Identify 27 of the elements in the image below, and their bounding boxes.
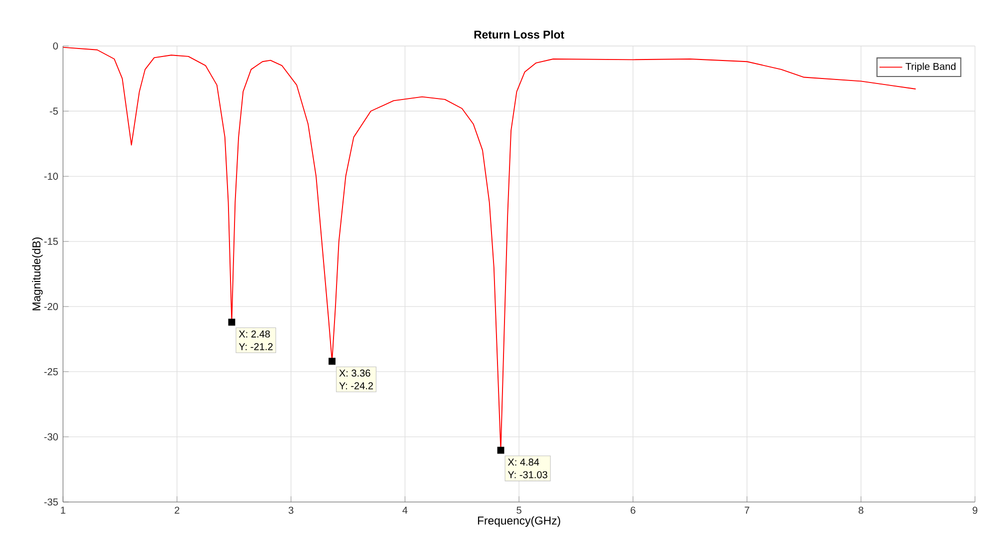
x-tick-label: 3 (288, 506, 294, 514)
x-tick-label: 7 (744, 506, 750, 514)
x-tick-label: 8 (858, 506, 864, 514)
y-axis-title: Magnitude(dB) (32, 238, 43, 310)
y-tick-label: -25 (44, 368, 58, 376)
annotation: Y: -31.03 (508, 471, 548, 478)
annotation: X: 2.48 (238, 330, 270, 338)
annotation: X: 4.84 (508, 458, 540, 466)
annotation: Y: -24.2 (339, 382, 373, 390)
y-tick-label: -15 (44, 238, 58, 245)
y-tick-label: -30 (44, 433, 58, 440)
x-tick-label: 6 (630, 506, 636, 514)
annotation: Y: -21.2 (238, 343, 273, 350)
y-tick-label: -5 (50, 108, 58, 115)
chart-title: Return Loss Plot (474, 30, 564, 39)
x-tick-label: 5 (516, 506, 522, 514)
annotation: X: 3.36 (339, 370, 370, 377)
x-tick-label: 9 (972, 506, 978, 514)
y-tick-label: -20 (44, 303, 58, 310)
legend-label: Triple Band (906, 62, 956, 72)
y-tick-label: 0 (53, 42, 58, 50)
x-tick-label: 4 (402, 506, 408, 514)
x-tick-label: 2 (174, 506, 180, 514)
y-tick-label: -35 (44, 498, 58, 506)
y-tick-label: -10 (44, 172, 58, 180)
x-axis-title: Frequency(GHz) (478, 516, 560, 527)
x-tick-label: 1 (60, 506, 66, 514)
